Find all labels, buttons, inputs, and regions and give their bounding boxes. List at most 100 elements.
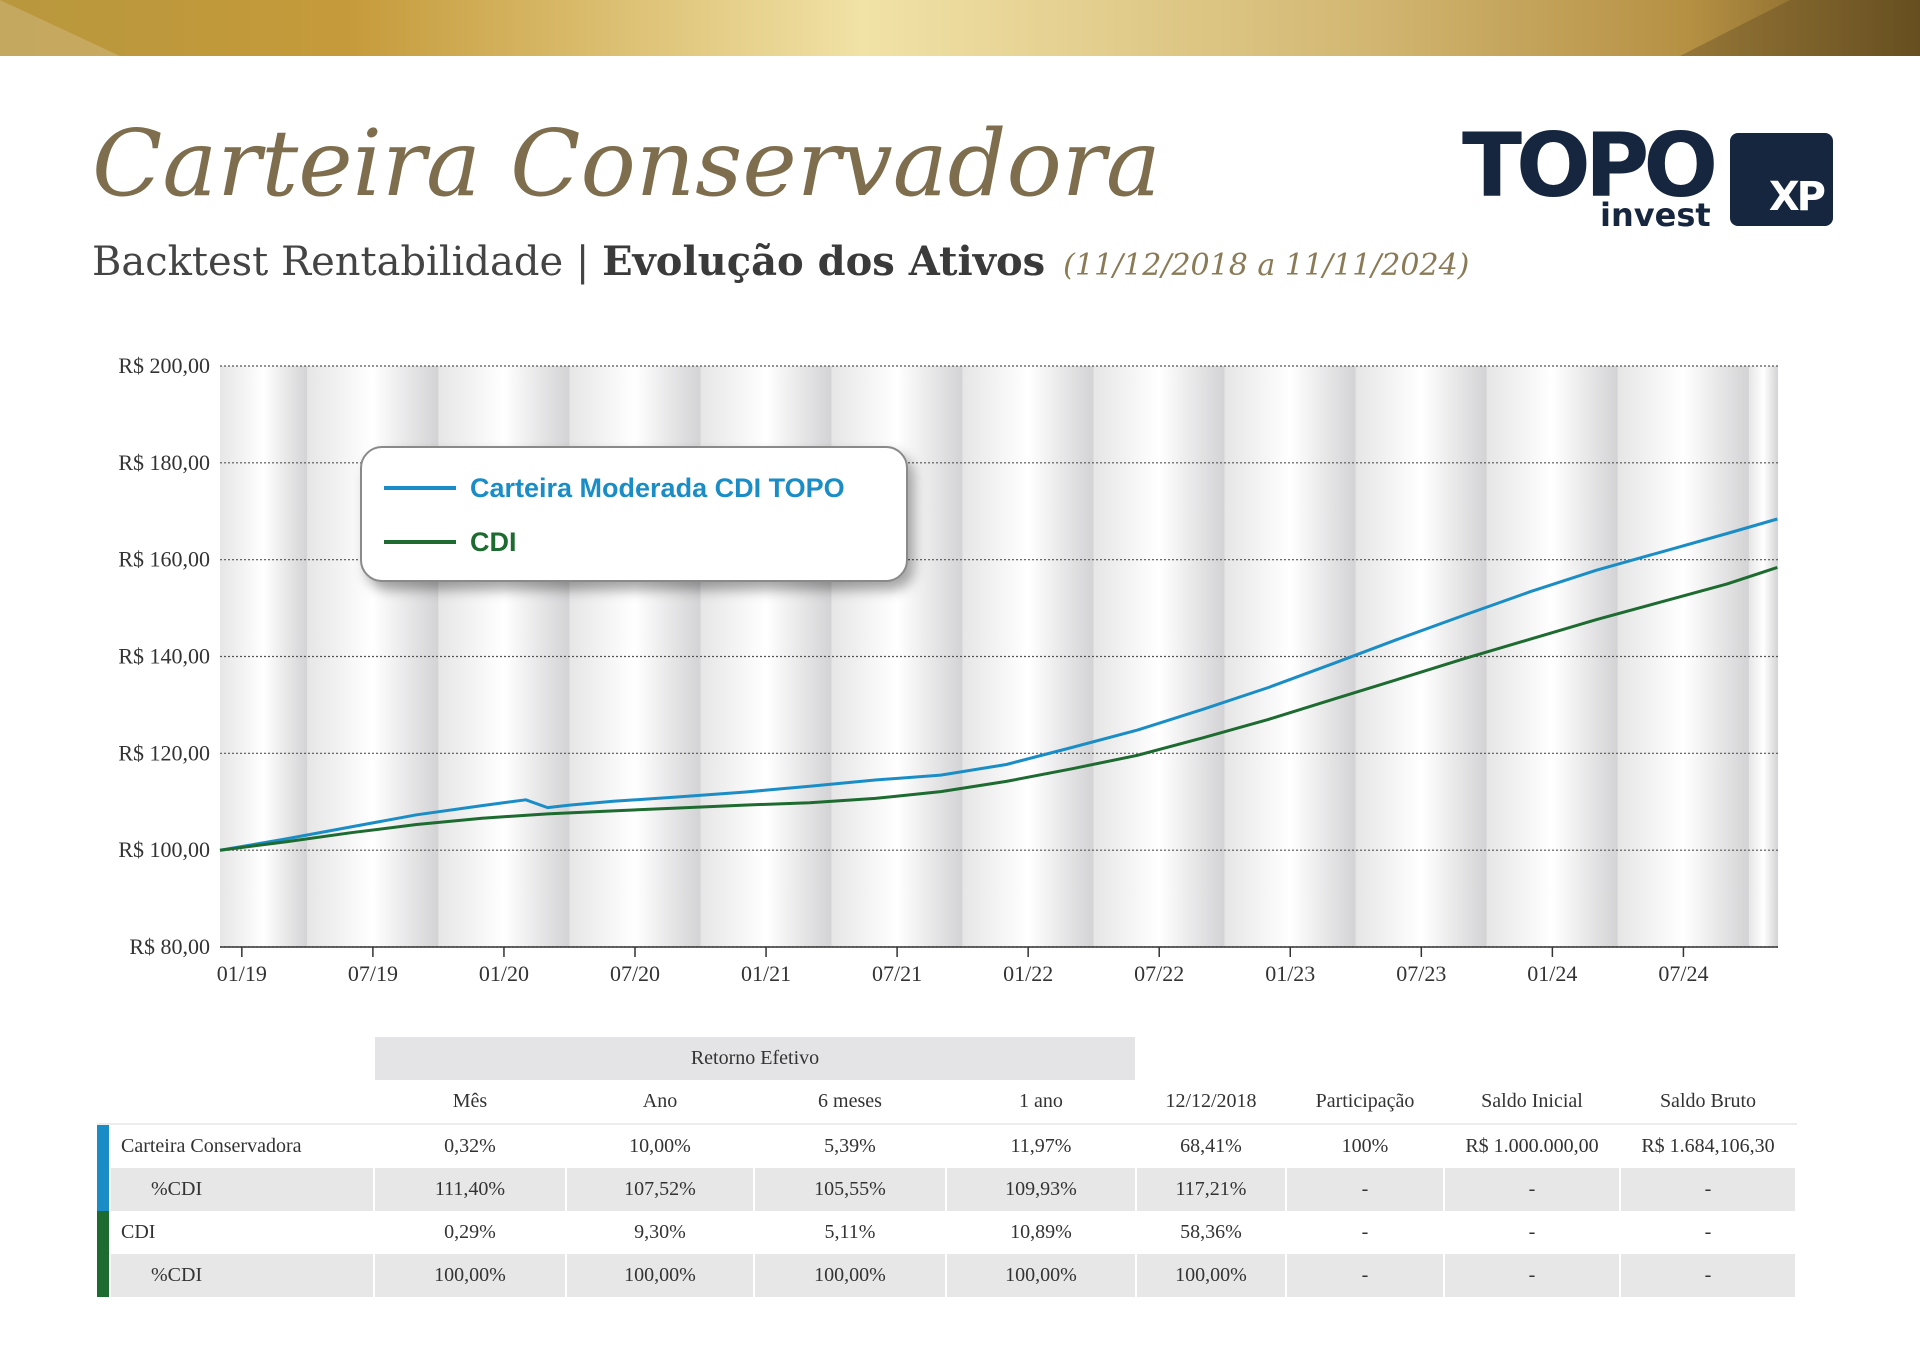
table-cell: 100,00% <box>1136 1254 1287 1297</box>
table-cell: - <box>1444 1168 1621 1211</box>
page-subtitle: Backtest Rentabilidade | Evolução dos At… <box>92 238 1469 285</box>
table-cell: 100,00% <box>754 1254 947 1297</box>
table-cell: 10,00% <box>566 1124 755 1168</box>
table-header-cell: 1 ano <box>946 1080 1137 1125</box>
table-header-cell: 6 meses <box>754 1080 947 1125</box>
row-color-marker <box>97 1168 111 1211</box>
table-row: Carteira Conservadora 0,32% 10,00% 5,39%… <box>97 1124 1797 1168</box>
x-axis-ticks: 01/19 07/19 01/20 07/20 01/21 07/21 01/22 07/22… <box>217 947 1708 986</box>
table-cell: R$ 1.684,106,30 <box>1620 1124 1797 1168</box>
legend-label-portfolio: Carteira Moderada CDI TOPO <box>470 472 845 503</box>
table-row-label: CDI <box>110 1211 375 1254</box>
row-color-marker <box>97 1124 111 1168</box>
y-tick-label: R$ 200,00 <box>118 353 210 378</box>
x-tick-label: 07/19 <box>348 961 398 986</box>
y-tick-label: R$ 180,00 <box>118 450 210 475</box>
x-tick-label: 07/21 <box>872 961 922 986</box>
table-group-header: Retorno Efetivo <box>374 1037 1137 1080</box>
y-tick-label: R$ 160,00 <box>118 547 210 572</box>
table-row: %CDI 111,40% 107,52% 105,55% 109,93% 117… <box>97 1168 1797 1211</box>
legend-item-portfolio: Carteira Moderada CDI TOPO <box>384 473 845 503</box>
series-line-portfolio <box>219 517 1778 852</box>
table-cell: R$ 1.000.000,00 <box>1444 1124 1621 1168</box>
topo-logo-sub: invest <box>1600 196 1711 234</box>
background-band <box>1617 366 1749 947</box>
table-row: CDI 0,29% 9,30% 5,11% 10,89% 58,36% - - … <box>97 1211 1797 1254</box>
y-tick-label: R$ 100,00 <box>118 837 210 862</box>
x-tick-label: 07/22 <box>1134 961 1184 986</box>
table-cell: - <box>1444 1211 1621 1254</box>
table-row-label: %CDI <box>110 1254 375 1297</box>
subtitle-bold: Evolução dos Ativos <box>602 238 1046 285</box>
table-cell: 10,89% <box>946 1211 1137 1254</box>
x-tick-label: 01/22 <box>1003 961 1053 986</box>
xp-logo-text: XP <box>1768 174 1826 220</box>
subtitle-period: (11/12/2018 a 11/11/2024) <box>1063 248 1470 283</box>
legend-line-portfolio <box>384 486 456 490</box>
y-tick-label: R$ 140,00 <box>118 644 210 669</box>
row-color-marker <box>97 1254 111 1297</box>
line-chart: R$ 200,00 R$ 180,00 R$ 160,00 R$ 140,00 R$ 1… <box>118 353 1778 986</box>
table-header-cell: 12/12/2018 <box>1136 1080 1287 1125</box>
table-cell: 0,32% <box>374 1124 567 1168</box>
subtitle-separator: | <box>575 239 590 285</box>
table-cell: - <box>1286 1254 1445 1297</box>
page-title: Carteira Conservadora <box>92 110 1161 217</box>
table-cell: 117,21% <box>1136 1168 1287 1211</box>
x-tick-label: 01/24 <box>1527 961 1577 986</box>
table-cell: 100,00% <box>374 1254 567 1297</box>
table-row: %CDI 100,00% 100,00% 100,00% 100,00% 100… <box>97 1254 1797 1297</box>
topo-logo-word: TOPO <box>1462 114 1718 217</box>
legend-item-cdi: CDI <box>384 527 517 557</box>
x-tick-label: 01/23 <box>1265 961 1315 986</box>
table-cell: 11,97% <box>946 1124 1137 1168</box>
table-cell: 9,30% <box>566 1211 755 1254</box>
chart-series <box>219 517 1778 852</box>
x-tick-label: 01/21 <box>741 961 791 986</box>
x-tick-label: 07/24 <box>1658 961 1708 986</box>
table-cell: 68,41% <box>1136 1124 1287 1168</box>
table-cell: 100,00% <box>566 1254 755 1297</box>
table-cell: - <box>1620 1211 1797 1254</box>
table-header-cell: Ano <box>566 1080 755 1125</box>
table-header-cell: Saldo Bruto <box>1620 1080 1797 1125</box>
series-line-cdi <box>219 565 1778 852</box>
x-tick-label: 01/19 <box>217 961 267 986</box>
legend-label-cdi: CDI <box>470 526 517 557</box>
table-cell: 0,29% <box>374 1211 567 1254</box>
table-header-row: Mês Ano 6 meses 1 ano 12/12/2018 Partici… <box>97 1080 1797 1125</box>
xp-logo: XP <box>1730 133 1833 226</box>
gold-header-bar <box>0 0 1920 56</box>
table-cell: 5,11% <box>754 1211 947 1254</box>
table-header-cell: Participação <box>1286 1080 1445 1125</box>
y-axis-ticks: R$ 200,00 R$ 180,00 R$ 160,00 R$ 140,00 R$ 1… <box>118 353 210 959</box>
x-tick-label: 01/20 <box>479 961 529 986</box>
table-group-header-row: Retorno Efetivo <box>97 1037 1797 1080</box>
table-cell: 5,39% <box>754 1124 947 1168</box>
table-cell: 111,40% <box>374 1168 567 1211</box>
table-cell: 107,52% <box>566 1168 755 1211</box>
table-cell: 100% <box>1286 1124 1445 1168</box>
table-cell: 58,36% <box>1136 1211 1287 1254</box>
table-row-label: %CDI <box>110 1168 375 1211</box>
x-tick-label: 07/23 <box>1396 961 1446 986</box>
table-cell: - <box>1444 1254 1621 1297</box>
y-tick-label: R$ 120,00 <box>118 740 210 765</box>
x-tick-label: 07/20 <box>610 961 660 986</box>
y-tick-label: R$ 80,00 <box>129 934 210 959</box>
chart-legend: Carteira Moderada CDI TOPO CDI <box>360 446 908 582</box>
legend-line-cdi <box>384 540 456 544</box>
row-color-marker <box>97 1211 111 1254</box>
subtitle-left: Backtest Rentabilidade <box>92 239 564 285</box>
table-header-cell: Saldo Inicial <box>1444 1080 1621 1125</box>
table-cell: 100,00% <box>946 1254 1137 1297</box>
table-cell: - <box>1286 1168 1445 1211</box>
table-cell: 109,93% <box>946 1168 1137 1211</box>
table-cell: - <box>1620 1168 1797 1211</box>
table-cell: 105,55% <box>754 1168 947 1211</box>
background-band <box>1093 366 1225 947</box>
chart-gridlines <box>220 365 1778 948</box>
table-header-cell: Mês <box>374 1080 567 1125</box>
topo-invest-logo: TOPO invest <box>1462 114 1718 235</box>
returns-table: Retorno Efetivo Mês Ano 6 meses 1 ano 12… <box>97 1037 1797 1297</box>
